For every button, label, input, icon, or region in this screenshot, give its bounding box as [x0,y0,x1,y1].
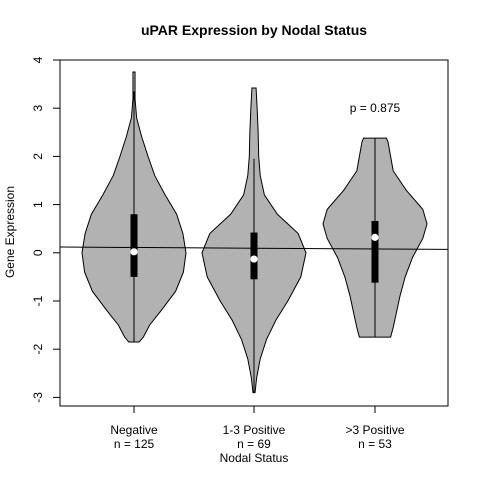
x-tick-label: Negative [110,423,158,437]
y-axis: -3 -2 -1 0 1 2 3 4 [31,56,61,403]
violin-iqr-box [371,220,379,283]
y-tick-label: -3 [31,392,45,403]
x-axis-label: Nodal Status [220,451,289,465]
violin-median-dot [371,233,379,241]
x-tick-label: 1-3 Positive [223,423,286,437]
p-value-annotation: p = 0.875 [350,101,401,115]
y-tick-label: 4 [31,56,45,63]
y-tick-label: 3 [31,105,45,112]
y-axis-label: Gene Expression [3,186,17,278]
chart-title: uPAR Expression by Nodal Status [141,22,367,38]
x-tick-count-label: n = 125 [114,437,155,451]
y-tick-label: 2 [31,153,45,160]
x-tick-count-label: n = 69 [237,437,271,451]
y-tick-label: -2 [31,344,45,355]
y-tick-label: -1 [31,295,45,306]
x-tick-label: >3 Positive [345,423,404,437]
violin-iqr-box [130,214,138,277]
y-tick-label: 1 [31,201,45,208]
x-tick-count-label: n = 53 [358,437,392,451]
violin-median-dot [250,255,258,263]
violin-median-dot [130,248,138,256]
y-tick-label: 0 [31,249,45,256]
violins [81,71,428,394]
trend-line [59,246,449,250]
